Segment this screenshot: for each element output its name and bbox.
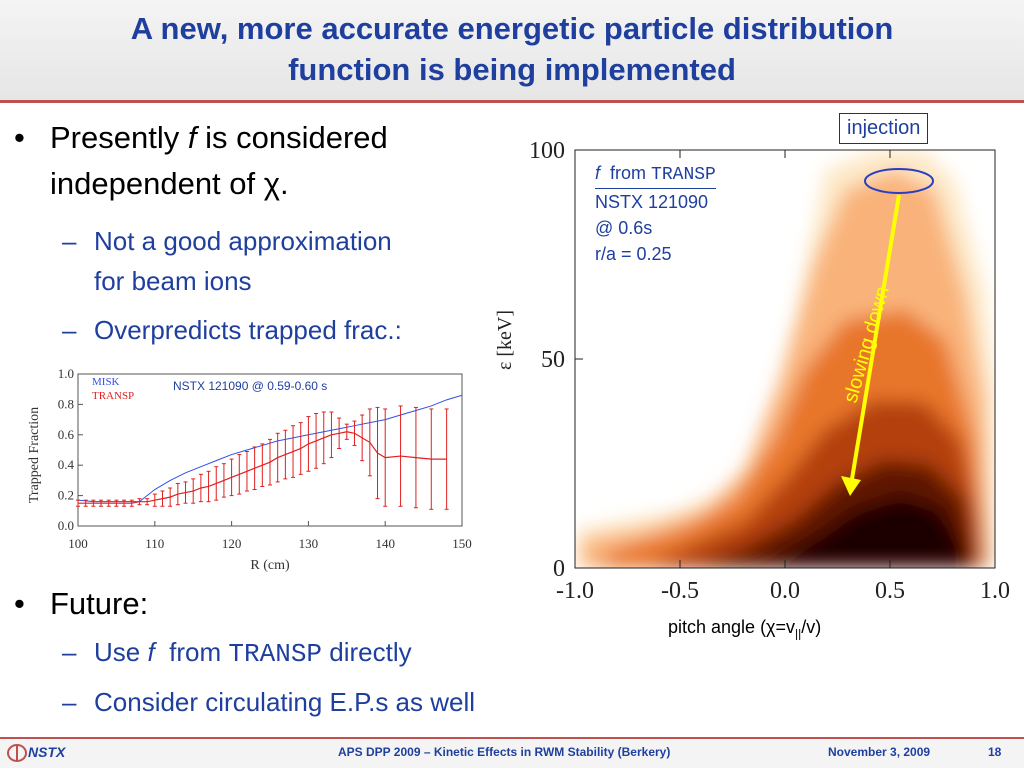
- dash: –: [62, 315, 77, 345]
- f-from-transp-label: f from TRANSP: [595, 160, 716, 189]
- x-tick-label: 100: [68, 536, 88, 551]
- trapped-fraction-chart: 100 110 120 130 140 150 0.0 0.2 0.4 0.6 0.8 1.0 NST…: [18, 360, 488, 580]
- sub-bullet-approx: Not a good approximation: [94, 226, 392, 256]
- y-tick-label: 0.4: [58, 457, 75, 472]
- footer-divider: [0, 737, 1024, 739]
- sub-bullet-overpredicts: Overpredicts trapped frac.:: [94, 315, 402, 345]
- bullet-presently: Presently f is considered: [50, 120, 388, 155]
- legend-misk: MISK: [92, 376, 120, 388]
- slide-title-line1: A new, more accurate energetic particle …: [130, 11, 894, 46]
- x-tick-label: -0.5: [661, 578, 699, 604]
- x-tick-label: 110: [145, 536, 164, 551]
- slide-title: A new, more accurate energetic particle …: [0, 8, 1024, 90]
- dash: –: [62, 637, 77, 667]
- y-tick-label: 1.0: [58, 366, 74, 381]
- footer: [0, 739, 1024, 768]
- y-axis-label: Trapped Fraction: [27, 407, 42, 503]
- sub-bullet-circulating: Consider circulating E.P.s as well: [94, 687, 476, 717]
- series-transp-line: [78, 431, 447, 504]
- x-tick-label: -1.0: [556, 578, 594, 604]
- slowing-down-arrow: [849, 194, 901, 486]
- x-tick-label: 0.5: [875, 578, 905, 604]
- y-tick-label: 0.2: [58, 488, 74, 503]
- footer-date: November 3, 2009: [828, 745, 931, 759]
- x-tick-label: 130: [299, 536, 319, 551]
- x-tick-label: 120: [222, 536, 242, 551]
- y-tick-label: 0.6: [58, 427, 75, 442]
- bullet-marker: •: [14, 586, 25, 621]
- sub-bullet-approx-line2: for beam ions: [94, 266, 252, 296]
- arrow-head-icon: [841, 476, 861, 496]
- bullet-presently-line2: independent of χ.: [50, 166, 289, 201]
- sub-bullet-use-f: Use f from TRANSP directly: [94, 637, 412, 669]
- bullet-marker: •: [14, 120, 25, 155]
- title-bar: [0, 0, 1024, 100]
- y-tick-label: 50: [541, 347, 565, 373]
- plot-frame: [77, 373, 463, 527]
- x-tick-label: 150: [452, 536, 472, 551]
- radius-label: r/a = 0.25: [595, 244, 672, 264]
- dash: –: [62, 687, 77, 717]
- chart-title: NSTX 121090 @ 0.59-0.60 s: [173, 379, 327, 393]
- nstx-logo-icon: [7, 744, 27, 762]
- shot-label: NSTX 121090: [595, 192, 709, 212]
- x-tick-label: 140: [375, 536, 395, 551]
- footer-center: APS DPP 2009 – Kinetic Effects in RWM St…: [338, 745, 671, 759]
- pitch-angle-axis-label: pitch angle (χ=v||/v): [668, 617, 822, 641]
- x-tick-label: 1.0: [980, 578, 1010, 604]
- y-tick-label: 0.8: [58, 396, 74, 411]
- page-number: 18: [988, 745, 1002, 759]
- injection-ellipse: [864, 168, 934, 194]
- y-tick-label: 0.0: [58, 518, 74, 533]
- x-axis-label: R (cm): [250, 558, 290, 573]
- injection-label: injection: [839, 113, 929, 144]
- footer-logo-text: NSTX: [28, 744, 66, 760]
- dash: –: [62, 226, 77, 256]
- y-tick-label: 100: [529, 140, 565, 164]
- x-tick-label: 0.0: [770, 578, 800, 604]
- y-axis-label: ε [keV]: [495, 310, 516, 370]
- bullet-future: Future:: [50, 586, 149, 621]
- title-divider: [0, 100, 1024, 103]
- slide-title-line2: function is being implemented: [288, 52, 736, 87]
- legend-transp: TRANSP: [92, 390, 134, 402]
- time-label: @ 0.6s: [595, 218, 653, 238]
- heatmap-legend: f from TRANSP NSTX 121090 @ 0.6s r/a = 0…: [595, 160, 716, 267]
- y-tick-label: 0: [553, 556, 565, 582]
